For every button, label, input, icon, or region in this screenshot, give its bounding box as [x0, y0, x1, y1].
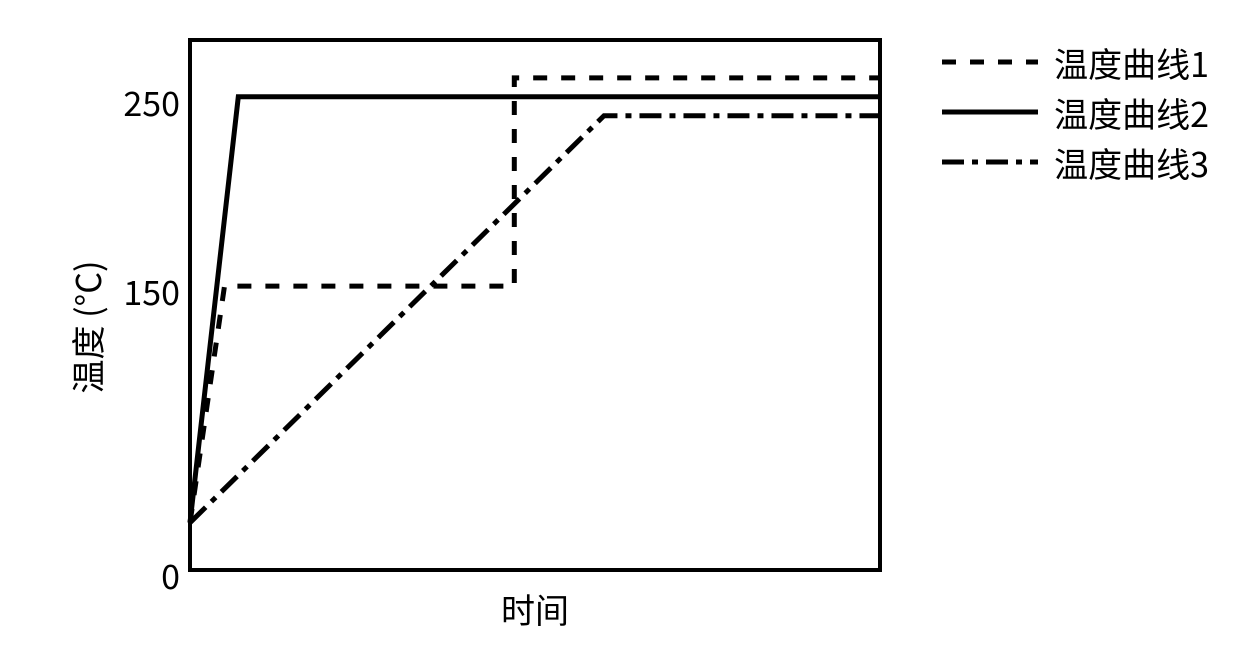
- legend-swatch-3: [942, 146, 1038, 178]
- legend-label-3: 温度曲线3: [1054, 138, 1209, 187]
- legend-label-2: 温度曲线2: [1054, 88, 1209, 137]
- x-axis-label: 时间: [190, 584, 880, 633]
- ytick-0: 0: [100, 550, 180, 599]
- legend: 温度曲线1 温度曲线2 温度曲线3: [942, 40, 1209, 190]
- ytick-150: 150: [100, 266, 180, 315]
- chart-container: 温度 (°C) 0 150 250 时间 温度曲线1 温度曲线2 温度: [0, 0, 1239, 653]
- ytick-250: 250: [100, 77, 180, 126]
- legend-label-1: 温度曲线1: [1054, 38, 1209, 87]
- series-curve3: [190, 116, 880, 523]
- legend-item-1: 温度曲线1: [942, 40, 1209, 84]
- series-curve1: [190, 78, 880, 523]
- axis-box: [190, 40, 880, 570]
- legend-item-2: 温度曲线2: [942, 90, 1209, 134]
- legend-swatch-2: [942, 96, 1038, 128]
- series-group: [190, 78, 880, 523]
- series-curve2: [190, 97, 880, 523]
- legend-item-3: 温度曲线3: [942, 140, 1209, 184]
- legend-swatch-1: [942, 46, 1038, 78]
